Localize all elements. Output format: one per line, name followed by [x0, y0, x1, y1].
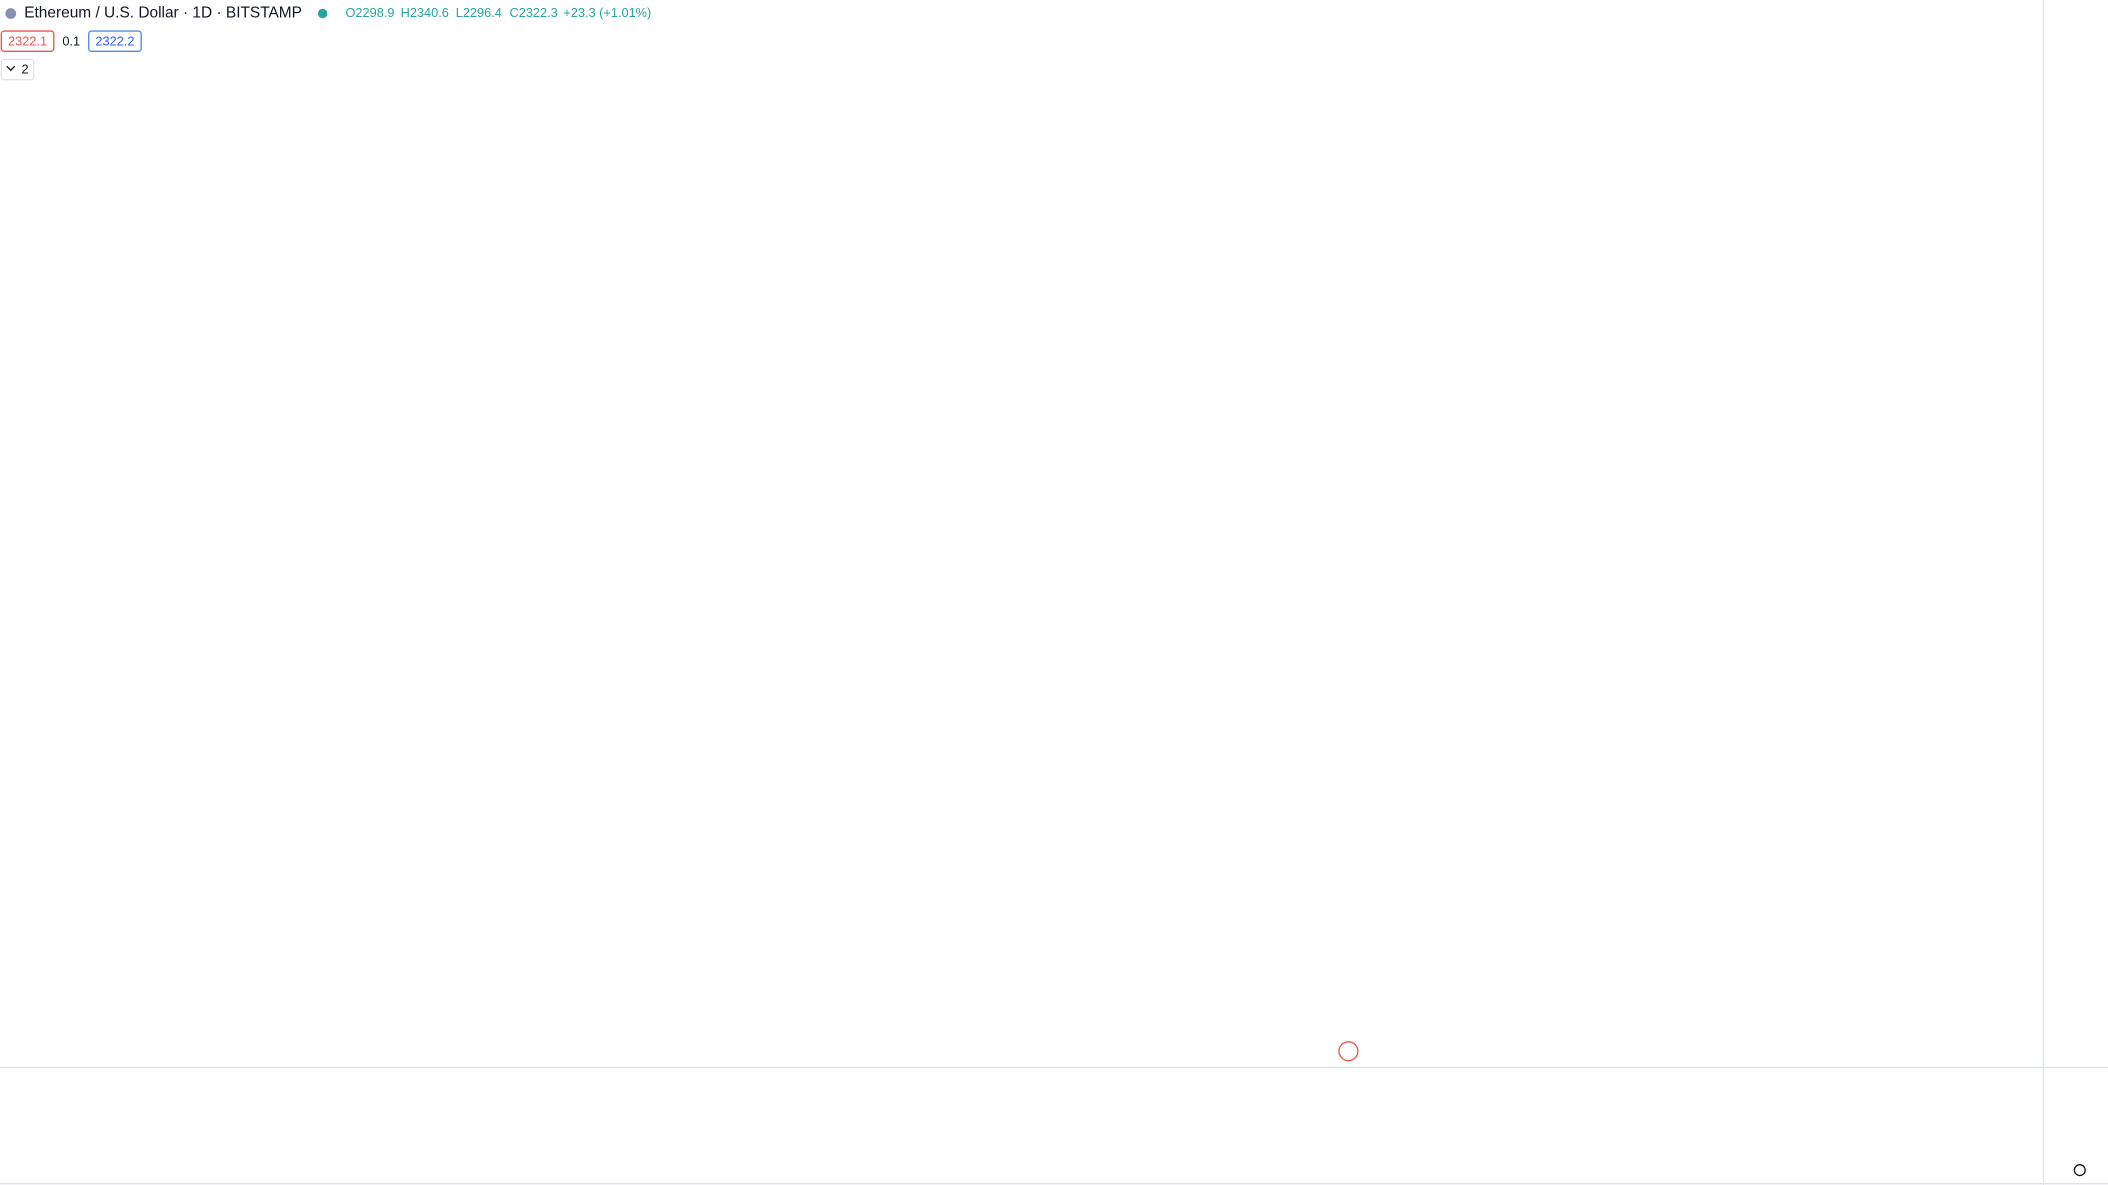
- symbol-title: Ethereum / U.S. Dollar · 1D · BITSTAMP: [24, 5, 302, 22]
- alert-icon[interactable]: [1338, 1041, 1359, 1062]
- ohlc-high: H2340.6: [401, 5, 449, 20]
- indicator-chip[interactable]: [0, 30, 55, 53]
- chevron-icon: [6, 65, 16, 72]
- collapse-count: 2: [22, 62, 29, 77]
- market-status: [317, 8, 328, 19]
- settings-icon[interactable]: [2073, 1164, 2086, 1177]
- indicator-value: 2322.1: [8, 33, 47, 48]
- change: +23.3 (+1.01%): [563, 5, 651, 20]
- ohlc-low: L2296.4: [456, 5, 502, 20]
- eth-icon: [5, 8, 17, 19]
- ohlc-open: O2298.9: [346, 5, 395, 20]
- indicator-value: 2322.2: [95, 33, 134, 48]
- indicator-value: 0.1: [62, 33, 80, 48]
- collapse-button[interactable]: [0, 58, 35, 81]
- ohlc-close: C2322.3: [510, 5, 558, 20]
- indicator-chip[interactable]: [88, 30, 142, 53]
